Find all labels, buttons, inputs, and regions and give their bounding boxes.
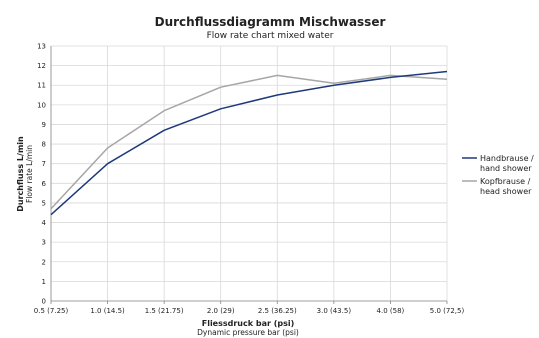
y-tick-label: 13	[37, 43, 46, 51]
x-tick-label: 2.0 (29)	[207, 307, 235, 315]
y-tick-label: 2	[42, 258, 46, 266]
chart-subtitle: Flow rate chart mixed water	[207, 31, 334, 41]
y-tick-label: 1	[42, 278, 46, 286]
y-tick-label: 11	[37, 82, 46, 90]
x-tick-label: 3.0 (43.5)	[317, 307, 352, 315]
legend-label-hand-shower-1: Handbrause /	[480, 154, 534, 163]
y-tick-label: 10	[37, 101, 46, 109]
y-tick-label: 8	[42, 141, 46, 149]
x-axis-subtitle: Dynamic pressure bar (psi)	[197, 328, 299, 337]
x-tick-label: 2.5 (36.25)	[258, 307, 297, 315]
y-tick-label: 9	[42, 121, 46, 129]
y-axis-title: Durchfluss L/min	[16, 136, 25, 212]
y-tick-label: 0	[42, 298, 46, 306]
series-hand-shower	[50, 70, 448, 216]
axes	[50, 46, 447, 302]
legend: Handbrause / hand shower Kopfbrause / he…	[462, 154, 534, 196]
x-tick-label: 0.5 (7.25)	[34, 307, 69, 315]
series-lines	[50, 70, 448, 216]
x-tick-label: 4.0 (58)	[377, 307, 405, 315]
y-axis-subtitle: Flow rate L/min	[25, 145, 34, 203]
x-axis-title: Fliessdruck bar (psi)	[202, 319, 295, 328]
x-tick-label: 1.5 (21.75)	[145, 307, 184, 315]
legend-label-hand-shower-2: hand shower	[480, 164, 532, 173]
y-tick-label: 6	[42, 180, 47, 188]
y-tick-label: 7	[42, 160, 46, 168]
y-tick-label: 5	[42, 199, 46, 207]
chart-title: Durchflussdiagramm Mischwasser	[155, 15, 386, 29]
legend-label-head-shower-1: Kopfbrause /	[480, 177, 531, 186]
y-tick-label: 4	[42, 219, 47, 227]
y-tick-label: 12	[37, 62, 46, 70]
x-tick-labels: 0.5 (7.25) 1.0 (14.5) 1.5 (21.75) 2.0 (29) 2…	[34, 307, 465, 315]
x-tick-label: 5.0 (72,5)	[430, 307, 465, 315]
y-tick-label: 3	[42, 239, 46, 247]
legend-label-head-shower-2: head shower	[480, 187, 532, 196]
x-tick-label: 1.0 (14.5)	[90, 307, 125, 315]
series-head-shower	[50, 74, 448, 210]
grid-lines	[50, 45, 448, 304]
